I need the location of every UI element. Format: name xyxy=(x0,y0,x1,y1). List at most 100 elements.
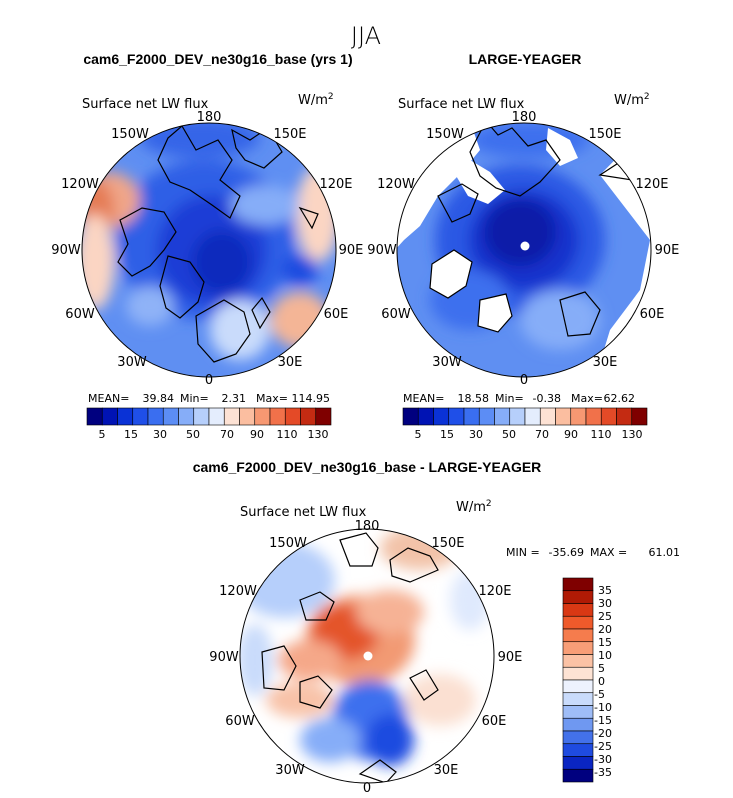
variable-label: Surface net LW flux xyxy=(398,97,525,112)
figure-title: JJA xyxy=(351,22,381,50)
panel-title: LARGE-YEAGER xyxy=(469,51,582,67)
colorbar-swatch xyxy=(562,717,594,732)
colorbar-swatch xyxy=(117,407,134,426)
stats-line: MIN = -35.69 MAX = 61.01 xyxy=(506,546,680,559)
panel-difference: cam6_F2000_DEV_ne30g16_base - LARGE-YEAG… xyxy=(193,459,680,796)
colorbar-swatch xyxy=(616,407,633,426)
lon-label: 180 xyxy=(512,110,537,125)
lon-label: 30E xyxy=(278,355,303,370)
lon-label: 150W xyxy=(111,127,149,142)
lon-label: 120E xyxy=(319,177,352,192)
lon-label: 150E xyxy=(273,127,306,142)
map xyxy=(397,123,651,377)
colorbar-swatch xyxy=(570,407,587,426)
mean-value: 18.58 xyxy=(458,392,490,405)
max-value: 62.62 xyxy=(604,392,636,405)
colorbar-swatch xyxy=(239,407,256,426)
panel-title: cam6_F2000_DEV_ne30g16_base (yrs 1) xyxy=(83,51,352,67)
map-outline xyxy=(396,122,652,378)
map xyxy=(82,123,336,377)
colorbar-swatch xyxy=(562,603,594,617)
lon-label: 150E xyxy=(588,127,621,142)
stats-line: MEAN= 39.84 Min= 2.31 Max= 114.95 xyxy=(88,392,330,405)
lon-label: 90W xyxy=(209,650,239,665)
colorbar-swatch xyxy=(562,743,594,757)
max-label: MAX = xyxy=(590,546,627,559)
lon-label: 120E xyxy=(635,177,668,192)
colorbar-swatch xyxy=(562,577,594,592)
lon-label: 120W xyxy=(61,177,99,192)
min-value: -35.69 xyxy=(549,546,584,559)
lon-label: 0 xyxy=(205,373,213,388)
colorbar-tick: 5 xyxy=(598,662,605,675)
colorbar-swatch xyxy=(300,407,317,426)
colorbar-tick: 15 xyxy=(598,636,612,649)
colorbar-ticks: 5 15 30 50 70 90 110 130 xyxy=(99,428,329,441)
colorbar-swatch xyxy=(494,407,511,426)
colorbar-ticks: 35 30 25 20 15 10 5 0 -5 -10 -15 -20 -25… xyxy=(594,584,612,779)
colorbar-tick: 35 xyxy=(598,584,612,597)
colorbar-swatch xyxy=(147,407,164,426)
panel-large-yeager: LARGE-YEAGER Surface net LW flux W/m2 xyxy=(367,51,679,441)
lon-label: 120E xyxy=(478,584,511,599)
colorbar-tick: 130 xyxy=(308,428,329,441)
colorbar xyxy=(562,577,594,783)
colorbar-swatch xyxy=(448,407,465,426)
colorbar-swatch xyxy=(193,407,210,426)
lon-label: 60W xyxy=(381,307,411,322)
lon-label: 90E xyxy=(655,243,680,258)
panel-title: cam6_F2000_DEV_ne30g16_base - LARGE-YEAG… xyxy=(193,459,542,475)
units-label: W/m2 xyxy=(614,92,650,108)
panel-base: cam6_F2000_DEV_ne30g16_base (yrs 1) Surf… xyxy=(51,51,363,441)
colorbar-tick: -10 xyxy=(594,701,612,714)
colorbar-tick: -15 xyxy=(594,714,612,727)
colorbar-tick: 20 xyxy=(598,623,612,636)
colorbar-swatch xyxy=(600,407,617,426)
colorbar-swatch xyxy=(539,407,556,426)
colorbar xyxy=(402,407,648,426)
lon-label: 150W xyxy=(269,536,307,551)
colorbar-tick: -30 xyxy=(594,753,612,766)
lon-label: 30W xyxy=(117,355,147,370)
map xyxy=(240,529,494,783)
mean-label: MEAN= xyxy=(403,392,444,405)
min-label: Min= xyxy=(495,392,524,405)
colorbar-swatch xyxy=(315,407,332,426)
lon-label: 90W xyxy=(367,243,397,258)
colorbar-swatch xyxy=(417,407,434,426)
colorbar-swatch xyxy=(631,407,648,426)
max-value: 61.01 xyxy=(649,546,681,559)
lon-label: 180 xyxy=(197,110,222,125)
colorbar-swatch xyxy=(208,407,225,426)
lon-labels: 180 150E 120E 90E 60E 30E 0 30W 60W 90W … xyxy=(209,519,522,796)
max-label: Max= xyxy=(256,392,288,405)
colorbar-tick: 10 xyxy=(598,649,612,662)
colorbar-swatch xyxy=(284,407,301,426)
units-label: W/m2 xyxy=(298,92,334,108)
colorbar-swatch xyxy=(509,407,526,426)
lon-labels: 180 150E 120E 90E 60E 30E 0 30W 60W 90W … xyxy=(367,110,679,388)
mean-label: MEAN= xyxy=(88,392,129,405)
lon-label: 60W xyxy=(65,307,95,322)
colorbar-swatch xyxy=(555,407,572,426)
lon-label: 0 xyxy=(363,781,371,796)
lon-label: 120W xyxy=(219,584,257,599)
colorbar xyxy=(86,407,332,426)
colorbar-tick: 15 xyxy=(124,428,138,441)
colorbar-swatch xyxy=(562,768,594,783)
colorbar-swatch xyxy=(562,756,594,770)
map-outline xyxy=(239,528,495,784)
min-value: -0.38 xyxy=(533,392,561,405)
colorbar-tick: 90 xyxy=(564,428,578,441)
min-label: MIN = xyxy=(506,546,540,559)
colorbar-swatch xyxy=(269,407,286,426)
map-outline xyxy=(81,122,337,378)
lon-labels: 180 150E 120E 90E 60E 30E 0 30W 60W 90W … xyxy=(51,110,363,388)
min-value: 2.31 xyxy=(222,392,247,405)
colorbar-swatch xyxy=(101,407,118,426)
units-label: W/m2 xyxy=(456,499,492,515)
colorbar-swatch xyxy=(524,407,541,426)
lon-label: 120W xyxy=(377,177,415,192)
lon-label: 180 xyxy=(355,519,380,534)
lon-label: 90E xyxy=(498,650,523,665)
